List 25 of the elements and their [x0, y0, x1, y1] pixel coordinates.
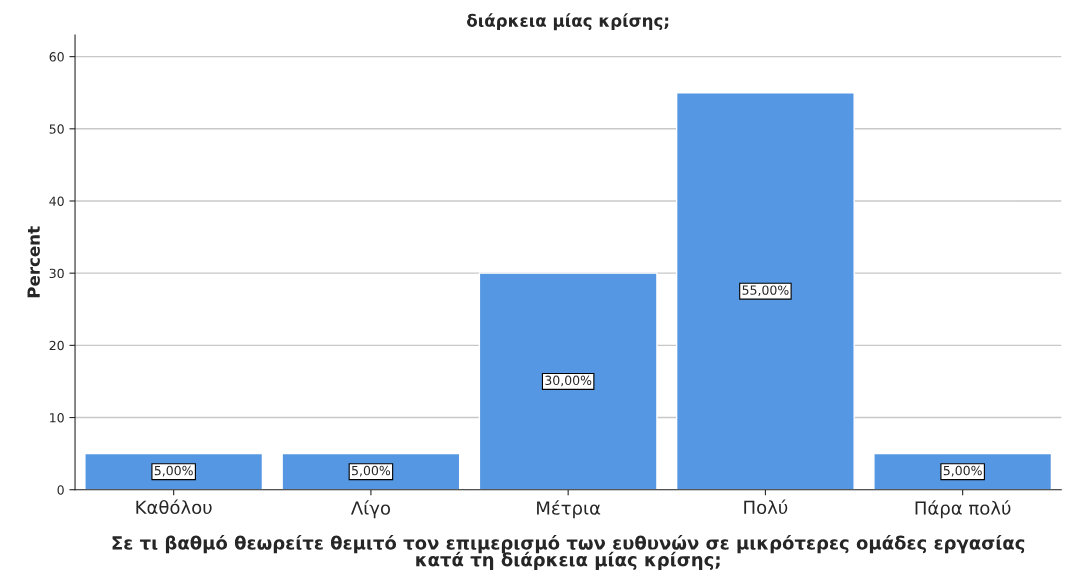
- y-tick-label: 0: [57, 485, 64, 495]
- y-tick-label: 60: [49, 52, 64, 62]
- chart-title: διάρκεια μίας κρίσης;: [467, 13, 669, 31]
- y-axis-title: Percent: [27, 226, 40, 298]
- x-tick-label: Καθόλου: [136, 499, 212, 515]
- data-label: 5,00%: [352, 465, 391, 477]
- y-tick-label: 20: [49, 340, 64, 351]
- x-axis-title: Σε τι βαθμό θεωρείτε θεμιτό τον επιμερισμό των ευθυνών σε μικρότερες ομάδες εργασίας κατά τη διάρκεια μίας κρίσης;: [112, 535, 1025, 570]
- bar: [675, 92, 855, 490]
- x-tick-label: Πάρα πολύ: [915, 500, 1011, 519]
- bar: [478, 272, 658, 490]
- y-tick-label: 10: [50, 413, 64, 423]
- bar: [281, 452, 461, 490]
- data-label: 55,00%: [742, 285, 789, 297]
- data-label: 30,00%: [545, 375, 592, 387]
- y-tick-label: 50: [49, 124, 64, 134]
- data-label: 5,00%: [943, 465, 982, 477]
- y-tick-label: 40: [49, 196, 64, 206]
- y-tick-label: 30: [49, 268, 64, 279]
- x-tick-label: Πολύ: [744, 499, 788, 515]
- x-tick-label: Μέτρια: [537, 500, 601, 519]
- bar: [84, 452, 264, 490]
- bar: [873, 452, 1053, 490]
- x-tick-label: Λίγο: [350, 500, 391, 519]
- data-label: 5,00%: [154, 465, 193, 477]
